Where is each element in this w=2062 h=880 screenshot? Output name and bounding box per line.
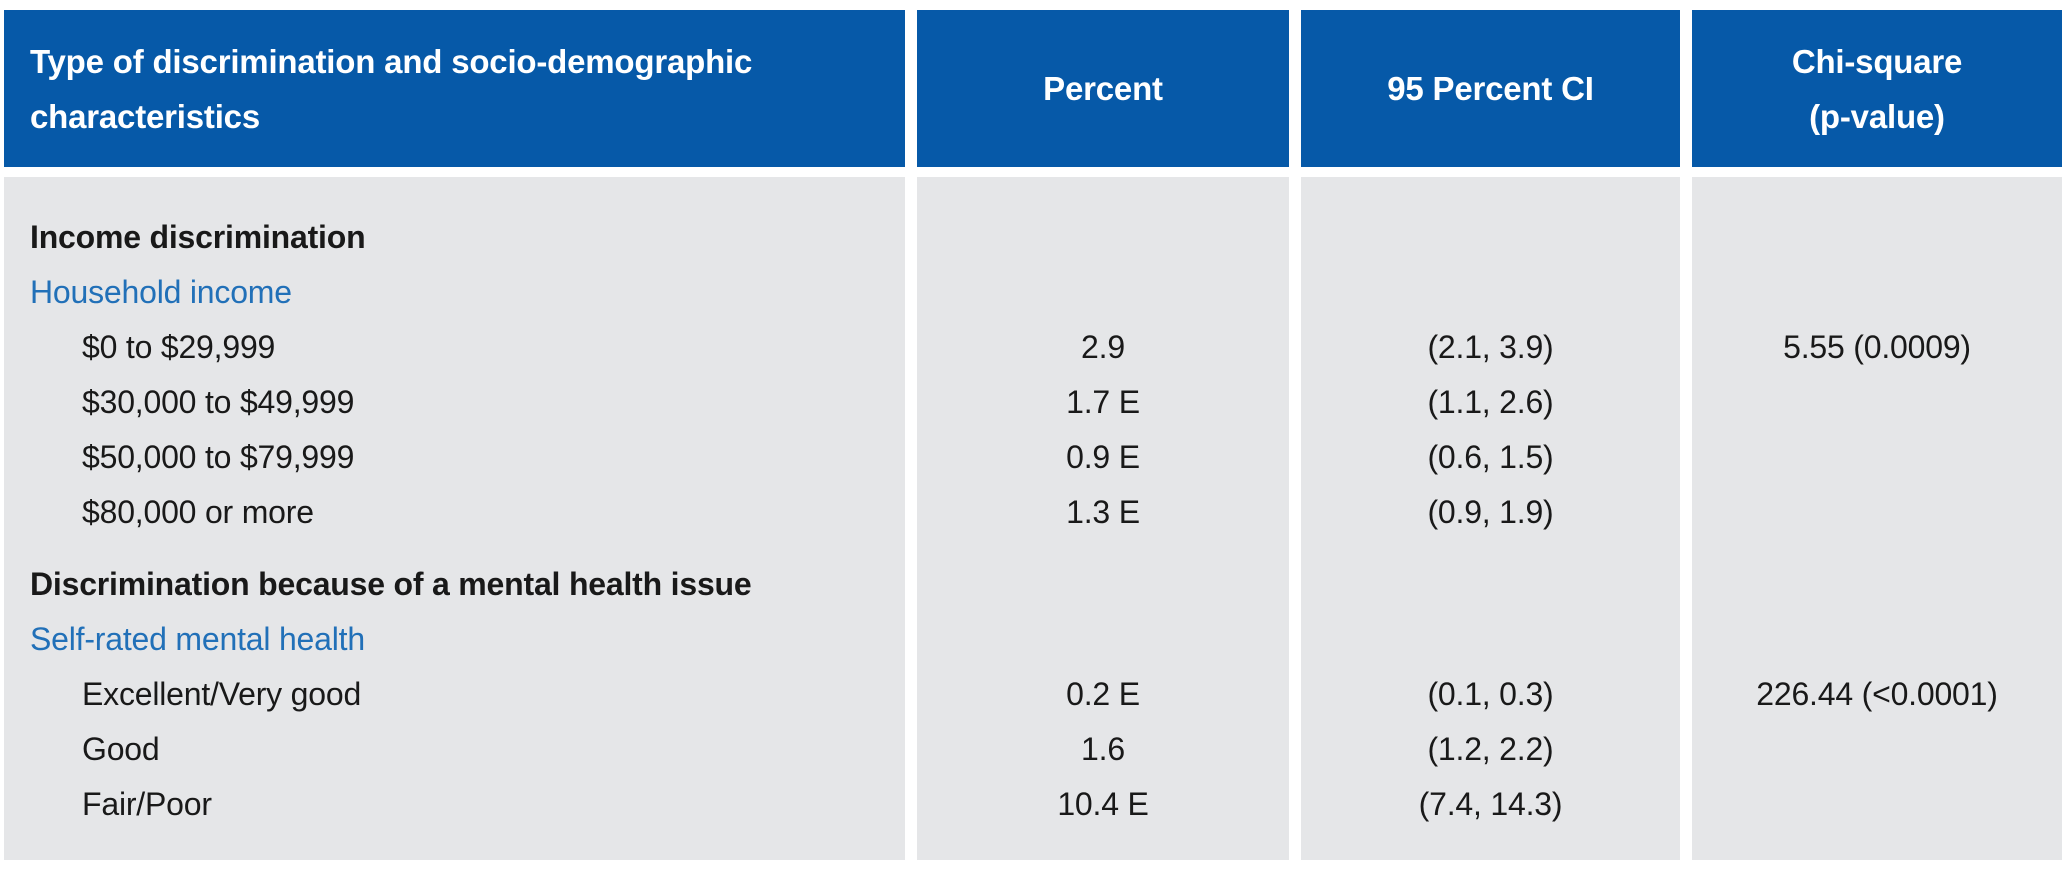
ci-value: (1.1, 2.6) [1427,384,1554,420]
ci-column: (2.1, 3.9) (1.1, 2.6) (0.6, 1.5) (0.9, 1.9)… [1301,177,1680,860]
ci-value: (2.1, 3.9) [1427,329,1554,365]
table-header-type-label: Type of discrimination and socio-demogra… [30,42,753,135]
table-header-row: Type of discrimination and socio-demogra… [4,10,2062,167]
ci-value [1301,265,1680,320]
chi-square-column: 5.55 (0.0009) 226.44 (<0.0001) [1692,177,2062,860]
ci-value: (1.2, 2.2) [1427,731,1554,767]
chi-square-value: 5.55 (0.0009) [1783,329,1971,365]
table-header-percent-label: Percent [1043,70,1163,107]
table-header-chi-square: Chi-square (p-value) [1692,10,2062,167]
chi-square-value: 226.44 (<0.0001) [1756,676,1998,712]
percent-value [917,557,1289,612]
percent-value [917,210,1289,265]
subsection-link[interactable]: Household income [30,274,292,310]
percent-value: 10.4 E [1057,786,1149,822]
table-header-chi-square-label: Chi-square (p-value) [1791,42,1963,135]
label-column: Income discrimination Household income $0 … [4,177,905,860]
percent-value [917,612,1289,667]
chi-square-value [1692,612,2062,667]
statistics-table: Type of discrimination and socio-demogra… [4,10,2062,860]
percent-value: 1.7 E [1066,384,1140,420]
percent-value: 0.9 E [1066,439,1140,475]
percent-column: 2.9 1.7 E 0.9 E 1.3 E 0.2 E 1.6 10.4 E [917,177,1289,860]
table-header-ci-label: 95 Percent CI [1387,70,1594,107]
percent-value: 0.2 E [1066,676,1140,712]
section-spacer [1692,540,2062,557]
row-label: Good [82,731,160,767]
chi-square-value [1692,265,2062,320]
chi-square-value [1692,210,2062,265]
table-header-type: Type of discrimination and socio-demogra… [4,10,905,167]
section-row-label: Income discrimination [30,219,366,255]
row-label: Fair/Poor [82,786,212,822]
row-label: Excellent/Very good [82,676,362,712]
ci-value: (0.6, 1.5) [1427,439,1554,475]
chi-square-value [1692,722,2062,777]
chi-square-value [1692,557,2062,612]
chi-square-value [1692,777,2062,832]
table-header-percent: Percent [917,10,1289,167]
percent-value: 2.9 [1081,329,1125,365]
subsection-link[interactable]: Self-rated mental health [30,621,365,657]
section-row-label: Discrimination because of a mental healt… [30,566,752,602]
ci-value: (0.1, 0.3) [1427,676,1554,712]
row-label: $50,000 to $79,999 [82,439,355,475]
table-header-ci: 95 Percent CI [1301,10,1680,167]
chi-square-value [1692,375,2062,430]
chi-square-value [1692,485,2062,540]
row-label: $30,000 to $49,999 [82,384,355,420]
section-spacer [1301,540,1680,557]
chi-square-value [1692,430,2062,485]
percent-value [917,265,1289,320]
ci-value: (7.4, 14.3) [1418,786,1563,822]
ci-value [1301,210,1680,265]
percent-value: 1.3 E [1066,494,1140,530]
percent-value: 1.6 [1081,731,1125,767]
ci-value: (0.9, 1.9) [1427,494,1554,530]
table-body: Income discrimination Household income $0 … [4,177,2062,860]
section-spacer [4,540,905,557]
row-label: $80,000 or more [82,494,314,530]
ci-value [1301,612,1680,667]
row-label: $0 to $29,999 [82,329,276,365]
section-spacer [917,540,1289,557]
ci-value [1301,557,1680,612]
